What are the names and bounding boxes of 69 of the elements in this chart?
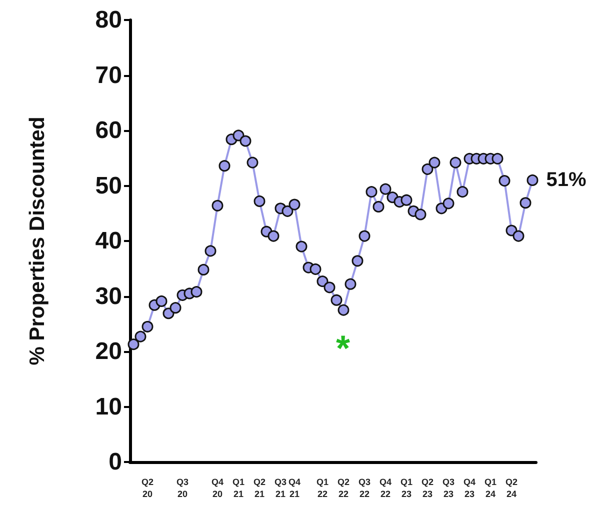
x-tick-label: Q3 20: [176, 477, 189, 499]
point: [344, 278, 356, 290]
point: [526, 174, 538, 186]
x-tick-label: Q1 24: [484, 477, 497, 499]
point: [198, 264, 210, 276]
point: [254, 195, 266, 207]
y-tick-label: 20: [95, 338, 122, 365]
y-tick-label: 30: [95, 282, 122, 310]
point: [246, 156, 258, 168]
y-tick-label: 80: [95, 6, 122, 34]
x-tick-label: Q3 21: [274, 477, 287, 499]
point: [330, 294, 342, 306]
point: [316, 276, 328, 288]
point: [498, 175, 510, 187]
point: [310, 263, 322, 275]
x-tick-label: Q2 22: [337, 477, 350, 499]
x-tick-label: Q4 22: [379, 477, 392, 499]
x-tick-label: Q2 23: [421, 477, 434, 499]
point: [414, 208, 426, 220]
x-tick-label: Q2 21: [253, 477, 266, 499]
y-tick-label: 0: [108, 448, 122, 476]
point: [450, 156, 462, 168]
point: [492, 152, 504, 164]
point: [212, 200, 224, 212]
point: [134, 330, 146, 342]
y-tick-label: 70: [95, 62, 122, 89]
point: [170, 302, 182, 314]
point: [268, 230, 280, 242]
point: [204, 245, 216, 257]
x-tick-label: Q4 20: [211, 477, 224, 499]
x-tick-label: Q2 20: [141, 477, 154, 499]
point: [352, 255, 364, 267]
point: [380, 183, 392, 195]
point: [288, 198, 300, 210]
data-label: 51%: [546, 169, 586, 192]
point: [156, 295, 168, 307]
point: [240, 135, 252, 147]
point: [366, 186, 378, 198]
x-tick-label: Q4 21: [288, 477, 301, 499]
y-axis-title: % Properties Discounted: [26, 116, 49, 366]
x-tick-label: Q2 24: [505, 477, 518, 499]
x-tick-label: Q4 23: [463, 477, 476, 499]
point: [520, 197, 532, 209]
point: [128, 338, 140, 350]
point: [442, 198, 454, 210]
point: [422, 163, 434, 175]
point: [358, 230, 370, 242]
point: [456, 186, 468, 198]
point: [400, 194, 412, 206]
point: [190, 286, 202, 298]
point: [218, 160, 230, 172]
point: [324, 282, 336, 294]
y-tick-label: 10: [95, 393, 122, 420]
point: [512, 230, 524, 242]
y-tick-label: 50: [95, 172, 122, 200]
x-tick-label: Q1 23: [400, 477, 413, 499]
x-tick-label: Q3 22: [358, 477, 371, 499]
annotation: *: [336, 328, 350, 368]
point: [296, 240, 308, 252]
x-tick-label: Q3 23: [442, 477, 455, 499]
x-tick-label: Q1 22: [316, 477, 329, 499]
point: [282, 205, 294, 217]
x-tick-label: Q1 21: [232, 477, 245, 499]
y-tick-label: 60: [95, 117, 122, 144]
point: [338, 304, 350, 316]
point: [428, 156, 440, 168]
y-tick-label: 40: [95, 228, 122, 254]
point: [142, 320, 154, 332]
point: [372, 200, 384, 212]
